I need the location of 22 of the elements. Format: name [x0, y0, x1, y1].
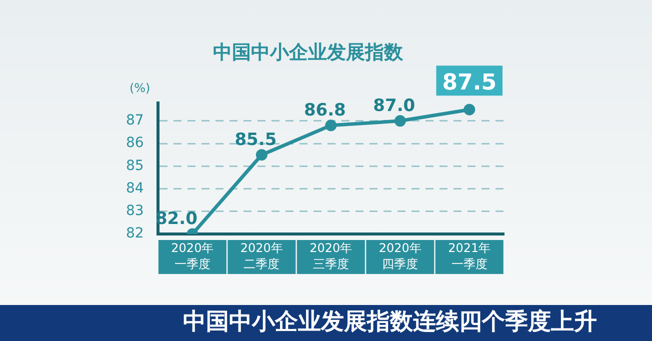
y-tick-label: 84: [126, 180, 144, 196]
y-tick-label: 83: [126, 203, 144, 220]
y-tick-label: 87: [126, 112, 144, 129]
y-tick-label: 82: [126, 226, 144, 242]
y-tick-label: 85: [126, 158, 144, 174]
text: 87.5: [442, 70, 497, 96]
y-tick-label: 86: [126, 135, 144, 152]
x-tick-label: 2020年四季度: [378, 241, 422, 272]
x-tick-label: 2020年二季度: [240, 241, 283, 272]
point: [325, 120, 337, 132]
point: [464, 104, 476, 116]
point: [394, 115, 406, 127]
x-tick-label: 2020年三季度: [310, 241, 352, 272]
chart-title: 中国中小企业发展指数: [213, 41, 404, 64]
text: 87.0: [373, 96, 416, 116]
x-tick-label: 2020年一季度: [171, 241, 214, 272]
x-tick-label: 2021年一季度: [448, 241, 491, 272]
text: 中国中小企业发展指数连续四个季度上升: [183, 308, 597, 335]
point: [256, 149, 268, 161]
y-axis-title: (%): [129, 80, 150, 95]
text: 85.5: [234, 130, 277, 150]
text: 86.8: [304, 100, 346, 120]
